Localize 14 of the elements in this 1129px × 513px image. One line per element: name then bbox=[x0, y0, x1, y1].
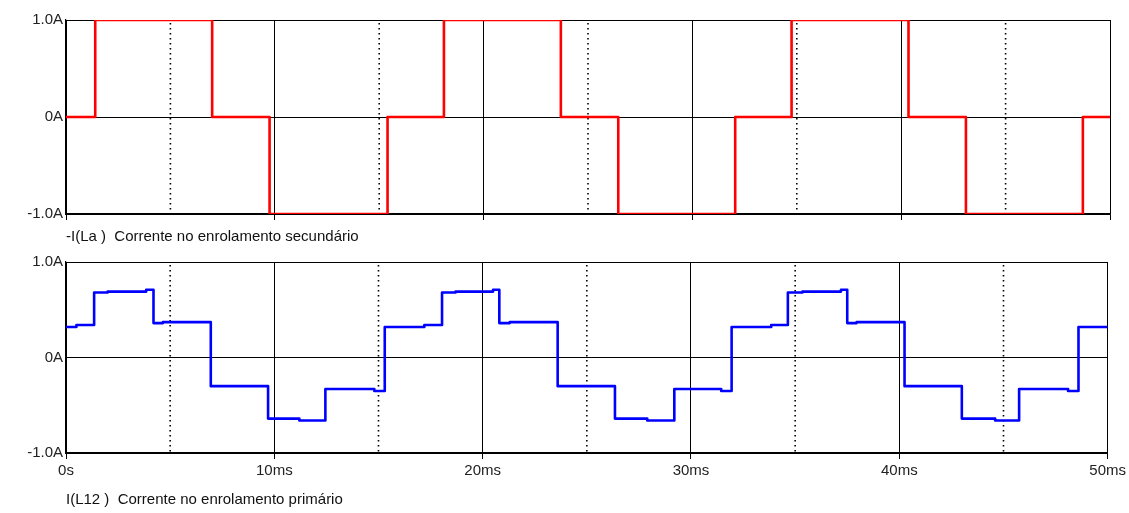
y-tick-label: -1.0A bbox=[27, 443, 63, 461]
y-tick-label: -1.0A bbox=[27, 204, 63, 222]
x-tick-label: 10ms bbox=[255, 461, 293, 479]
x-axis-title: -I(La ) Corrente no enrolamento secundário bbox=[66, 227, 359, 245]
y-tick-label: 1.0A bbox=[32, 10, 63, 28]
y-tick-label: 0A bbox=[44, 107, 63, 125]
x-tick-label: 30ms bbox=[672, 461, 710, 479]
y-tick-label: 1.0A bbox=[32, 252, 63, 270]
y-tick-label: 0A bbox=[44, 347, 63, 365]
x-tick-label: 20ms bbox=[464, 461, 502, 479]
x-tick-label: 0s bbox=[58, 461, 74, 479]
x-tick-label: 40ms bbox=[880, 461, 918, 479]
x-tick-label: 50ms bbox=[1089, 461, 1126, 479]
x-axis-title: I(L12 ) Corrente no enrolamento primário bbox=[66, 490, 343, 508]
